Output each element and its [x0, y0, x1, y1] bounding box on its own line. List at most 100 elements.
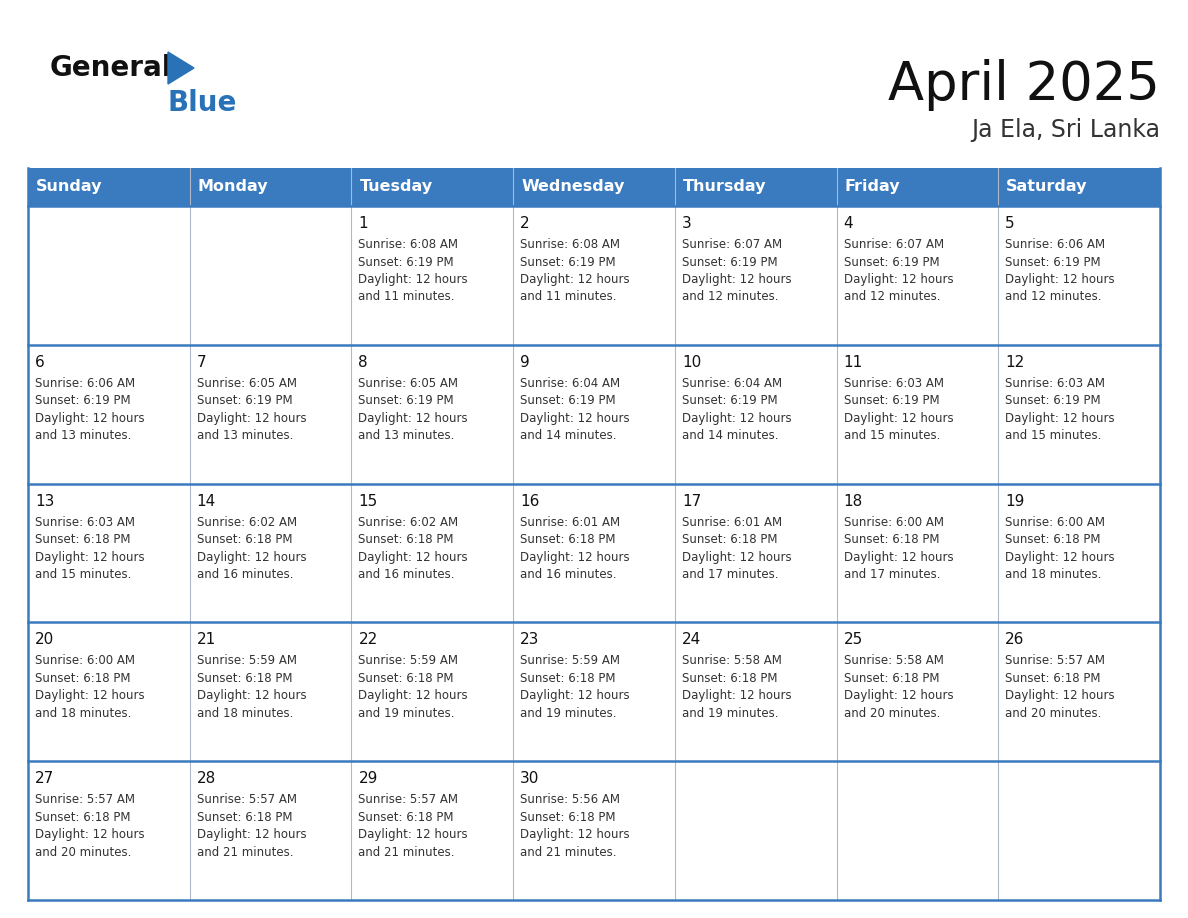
Text: Daylight: 12 hours: Daylight: 12 hours	[1005, 689, 1114, 702]
Text: Sunset: 6:18 PM: Sunset: 6:18 PM	[197, 533, 292, 546]
Text: 3: 3	[682, 216, 691, 231]
Text: Daylight: 12 hours: Daylight: 12 hours	[843, 273, 953, 286]
Text: and 12 minutes.: and 12 minutes.	[843, 290, 940, 304]
Text: Sunrise: 6:07 AM: Sunrise: 6:07 AM	[843, 238, 943, 251]
Text: Sunset: 6:19 PM: Sunset: 6:19 PM	[682, 255, 777, 268]
Text: Sunrise: 6:07 AM: Sunrise: 6:07 AM	[682, 238, 782, 251]
Text: 8: 8	[359, 354, 368, 370]
Text: Daylight: 12 hours: Daylight: 12 hours	[34, 689, 145, 702]
Text: 2: 2	[520, 216, 530, 231]
Text: 24: 24	[682, 633, 701, 647]
Text: Blue: Blue	[168, 89, 238, 117]
Text: Sunset: 6:19 PM: Sunset: 6:19 PM	[359, 255, 454, 268]
Text: Sunset: 6:19 PM: Sunset: 6:19 PM	[843, 255, 940, 268]
Text: 27: 27	[34, 771, 55, 786]
Text: 22: 22	[359, 633, 378, 647]
Bar	[29, 622, 1159, 761]
Bar	[29, 206, 1159, 345]
Text: Sunrise: 6:02 AM: Sunrise: 6:02 AM	[359, 516, 459, 529]
Text: Daylight: 12 hours: Daylight: 12 hours	[359, 273, 468, 286]
Text: 1: 1	[359, 216, 368, 231]
Text: 13: 13	[34, 494, 55, 509]
Text: and 21 minutes.: and 21 minutes.	[197, 845, 293, 858]
Text: and 16 minutes.: and 16 minutes.	[520, 568, 617, 581]
Text: and 17 minutes.: and 17 minutes.	[682, 568, 778, 581]
Text: Sunset: 6:19 PM: Sunset: 6:19 PM	[197, 395, 292, 408]
Text: Sunset: 6:18 PM: Sunset: 6:18 PM	[1005, 672, 1101, 685]
Text: and 21 minutes.: and 21 minutes.	[520, 845, 617, 858]
Text: Wednesday: Wednesday	[522, 180, 625, 195]
Text: 6: 6	[34, 354, 45, 370]
Text: Tuesday: Tuesday	[360, 180, 432, 195]
Text: and 17 minutes.: and 17 minutes.	[843, 568, 940, 581]
Text: Daylight: 12 hours: Daylight: 12 hours	[682, 689, 791, 702]
Text: Daylight: 12 hours: Daylight: 12 hours	[682, 551, 791, 564]
Text: Sunset: 6:18 PM: Sunset: 6:18 PM	[682, 533, 777, 546]
Text: and 16 minutes.: and 16 minutes.	[359, 568, 455, 581]
Bar	[29, 345, 1159, 484]
Text: Sunset: 6:18 PM: Sunset: 6:18 PM	[1005, 533, 1101, 546]
Text: 18: 18	[843, 494, 862, 509]
Text: 4: 4	[843, 216, 853, 231]
Text: 29: 29	[359, 771, 378, 786]
Text: 30: 30	[520, 771, 539, 786]
Text: Sunrise: 6:04 AM: Sunrise: 6:04 AM	[682, 376, 782, 390]
Text: 28: 28	[197, 771, 216, 786]
Text: and 13 minutes.: and 13 minutes.	[197, 430, 293, 442]
Text: Sunrise: 5:57 AM: Sunrise: 5:57 AM	[34, 793, 135, 806]
Text: Sunrise: 6:05 AM: Sunrise: 6:05 AM	[359, 376, 459, 390]
Text: Sunset: 6:18 PM: Sunset: 6:18 PM	[34, 533, 131, 546]
Text: Sunrise: 6:02 AM: Sunrise: 6:02 AM	[197, 516, 297, 529]
Text: Sunset: 6:18 PM: Sunset: 6:18 PM	[197, 672, 292, 685]
Text: Sunrise: 6:00 AM: Sunrise: 6:00 AM	[1005, 516, 1105, 529]
Text: Sunrise: 5:57 AM: Sunrise: 5:57 AM	[1005, 655, 1105, 667]
Text: 9: 9	[520, 354, 530, 370]
Text: General: General	[50, 54, 172, 82]
Text: Sunrise: 6:01 AM: Sunrise: 6:01 AM	[682, 516, 782, 529]
Text: Daylight: 12 hours: Daylight: 12 hours	[197, 551, 307, 564]
Text: Sunset: 6:18 PM: Sunset: 6:18 PM	[520, 533, 615, 546]
Polygon shape	[168, 52, 194, 84]
Text: and 19 minutes.: and 19 minutes.	[359, 707, 455, 720]
Text: Sunrise: 6:05 AM: Sunrise: 6:05 AM	[197, 376, 297, 390]
Text: Sunrise: 6:06 AM: Sunrise: 6:06 AM	[34, 376, 135, 390]
Text: Daylight: 12 hours: Daylight: 12 hours	[34, 412, 145, 425]
Text: 10: 10	[682, 354, 701, 370]
Text: Daylight: 12 hours: Daylight: 12 hours	[520, 689, 630, 702]
Text: Sunrise: 6:00 AM: Sunrise: 6:00 AM	[34, 655, 135, 667]
Text: and 16 minutes.: and 16 minutes.	[197, 568, 293, 581]
Text: and 15 minutes.: and 15 minutes.	[843, 430, 940, 442]
Text: and 18 minutes.: and 18 minutes.	[1005, 568, 1101, 581]
Bar	[29, 168, 1159, 206]
Text: 5: 5	[1005, 216, 1015, 231]
Text: Sunrise: 5:56 AM: Sunrise: 5:56 AM	[520, 793, 620, 806]
Text: and 12 minutes.: and 12 minutes.	[682, 290, 778, 304]
Text: Sunrise: 6:03 AM: Sunrise: 6:03 AM	[34, 516, 135, 529]
Text: Sunset: 6:19 PM: Sunset: 6:19 PM	[1005, 395, 1101, 408]
Text: Sunset: 6:18 PM: Sunset: 6:18 PM	[359, 672, 454, 685]
Text: Sunrise: 6:03 AM: Sunrise: 6:03 AM	[843, 376, 943, 390]
Text: Sunrise: 6:03 AM: Sunrise: 6:03 AM	[1005, 376, 1105, 390]
Text: Daylight: 12 hours: Daylight: 12 hours	[520, 412, 630, 425]
Text: Daylight: 12 hours: Daylight: 12 hours	[520, 551, 630, 564]
Text: and 15 minutes.: and 15 minutes.	[34, 568, 132, 581]
Text: Sunrise: 5:58 AM: Sunrise: 5:58 AM	[843, 655, 943, 667]
Text: 23: 23	[520, 633, 539, 647]
Text: Sunrise: 5:57 AM: Sunrise: 5:57 AM	[359, 793, 459, 806]
Text: Sunrise: 6:04 AM: Sunrise: 6:04 AM	[520, 376, 620, 390]
Text: Daylight: 12 hours: Daylight: 12 hours	[1005, 551, 1114, 564]
Text: Ja Ela, Sri Lanka: Ja Ela, Sri Lanka	[971, 118, 1159, 142]
Text: Daylight: 12 hours: Daylight: 12 hours	[682, 412, 791, 425]
Text: Daylight: 12 hours: Daylight: 12 hours	[359, 828, 468, 841]
Text: and 20 minutes.: and 20 minutes.	[843, 707, 940, 720]
Text: and 19 minutes.: and 19 minutes.	[682, 707, 778, 720]
Text: and 18 minutes.: and 18 minutes.	[34, 707, 132, 720]
Text: Daylight: 12 hours: Daylight: 12 hours	[197, 828, 307, 841]
Text: Thursday: Thursday	[683, 180, 766, 195]
Text: and 20 minutes.: and 20 minutes.	[34, 845, 132, 858]
Text: Daylight: 12 hours: Daylight: 12 hours	[843, 551, 953, 564]
Text: and 20 minutes.: and 20 minutes.	[1005, 707, 1101, 720]
Text: Sunrise: 6:08 AM: Sunrise: 6:08 AM	[359, 238, 459, 251]
Text: Sunset: 6:18 PM: Sunset: 6:18 PM	[197, 811, 292, 823]
Text: Sunset: 6:18 PM: Sunset: 6:18 PM	[843, 533, 939, 546]
